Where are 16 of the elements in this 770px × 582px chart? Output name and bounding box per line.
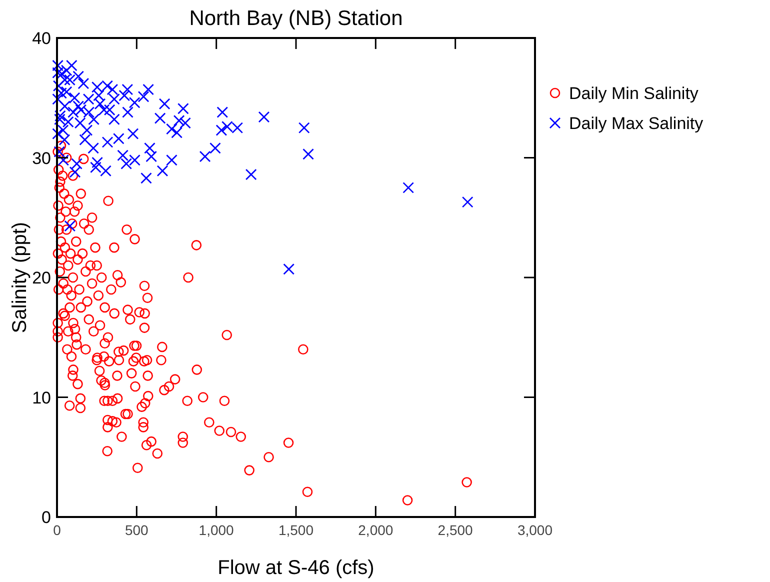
y-tick-label: 40 bbox=[32, 29, 51, 48]
y-tick-label: 20 bbox=[32, 268, 51, 288]
x-tick-label: 3,000 bbox=[517, 522, 553, 538]
y-tick-label: 10 bbox=[32, 388, 51, 408]
x-tick-label: 2,500 bbox=[438, 522, 474, 538]
x-tick-label: 1,000 bbox=[198, 522, 234, 538]
legend-label: Daily Min Salinity bbox=[569, 84, 699, 103]
x-axis-title: Flow at S-46 (cfs) bbox=[218, 557, 374, 579]
chart-title: North Bay (NB) Station bbox=[189, 7, 403, 30]
x-tick-label: 2,000 bbox=[358, 522, 394, 538]
y-axis-title: Salinity (ppt) bbox=[9, 222, 31, 334]
x-tick-label: 0 bbox=[53, 522, 62, 538]
x-tick-label: 500 bbox=[124, 522, 149, 538]
y-tick-label: 30 bbox=[32, 148, 51, 168]
legend-label: Daily Max Salinity bbox=[569, 114, 704, 133]
x-tick-label: 1,500 bbox=[278, 522, 314, 538]
